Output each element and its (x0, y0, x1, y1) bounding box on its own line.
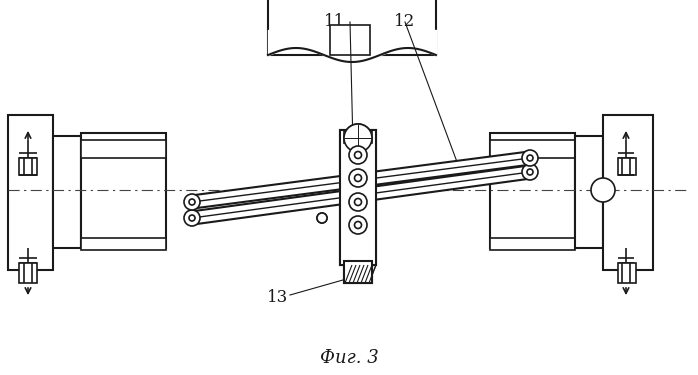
Circle shape (189, 215, 195, 221)
Circle shape (344, 124, 372, 152)
Circle shape (591, 178, 615, 202)
Circle shape (184, 194, 200, 210)
Circle shape (527, 169, 533, 175)
Bar (8, 115, 53, 270)
Circle shape (355, 174, 362, 182)
Circle shape (355, 222, 362, 228)
Circle shape (355, 222, 362, 228)
Circle shape (522, 150, 538, 166)
Bar (490, 238, 575, 250)
Circle shape (344, 124, 372, 152)
Circle shape (527, 155, 533, 161)
Bar (344, 261, 372, 283)
Bar (330, 25, 370, 55)
Bar (81, 238, 166, 250)
Bar (81, 133, 166, 248)
Circle shape (349, 146, 367, 164)
Bar (490, 133, 575, 248)
Circle shape (189, 199, 195, 205)
Circle shape (349, 169, 367, 187)
Circle shape (349, 193, 367, 211)
Bar (344, 131, 372, 143)
Text: 11: 11 (325, 13, 346, 30)
Circle shape (184, 210, 200, 226)
Circle shape (522, 164, 538, 180)
Bar (575, 136, 603, 248)
Bar (19, 263, 37, 283)
Bar (618, 263, 636, 283)
Text: 12: 12 (394, 13, 415, 30)
Circle shape (355, 198, 362, 206)
Circle shape (349, 169, 367, 187)
Bar (53, 136, 81, 248)
Text: 13: 13 (267, 290, 289, 306)
Circle shape (317, 213, 327, 223)
Circle shape (355, 152, 362, 159)
Bar (618, 158, 636, 175)
Bar (19, 158, 37, 175)
Bar (344, 261, 372, 283)
Circle shape (355, 152, 362, 159)
Circle shape (355, 198, 362, 206)
Bar (344, 131, 372, 143)
Circle shape (355, 174, 362, 182)
Text: Фиг. 3: Фиг. 3 (320, 349, 378, 367)
Circle shape (349, 193, 367, 211)
Bar (490, 140, 575, 158)
Circle shape (349, 146, 367, 164)
Bar (603, 115, 653, 270)
Circle shape (349, 216, 367, 234)
Bar (268, 0, 436, 55)
Circle shape (317, 213, 327, 223)
Bar (81, 140, 166, 158)
Bar (340, 130, 376, 265)
Circle shape (349, 216, 367, 234)
Bar (340, 130, 376, 265)
